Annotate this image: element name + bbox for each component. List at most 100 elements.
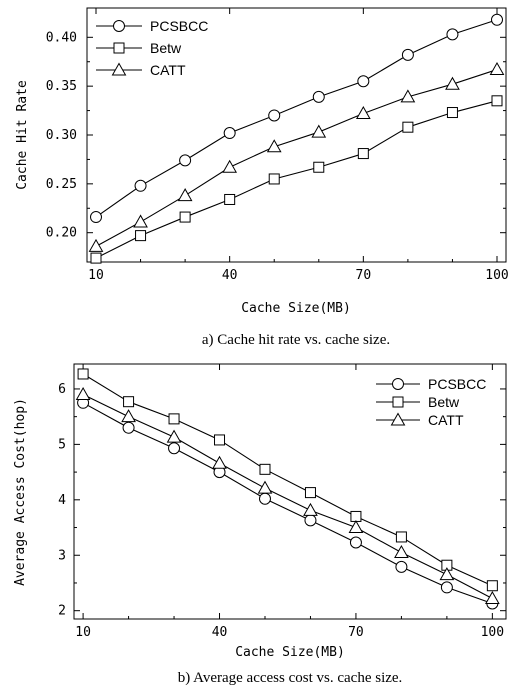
- y-tick-label: 5: [58, 437, 66, 452]
- legend-label-pcsbcc: PCSBCC: [150, 18, 208, 34]
- data-point-catt: [311, 124, 327, 138]
- data-point-pcsbcc: [491, 13, 503, 26]
- legend: PCSBCC Betw CATT: [376, 376, 486, 428]
- caption: a) Cache hit rate vs. cache size.: [202, 332, 390, 348]
- y-tick-label: 6: [58, 382, 66, 397]
- y-tick-label: 4: [58, 493, 66, 508]
- data-point-pcsbcc: [312, 90, 325, 103]
- chart-hit-rate: 0.20 0.25 0.30 0.35 0.40 10 40 70 100 PCSBCC Betw…: [15, 7, 509, 348]
- legend-label-pcsbcc: PCSBCC: [428, 376, 486, 392]
- plot-frame: [73, 363, 507, 620]
- data-point-betw: [446, 107, 458, 119]
- x-tick-label: 40: [212, 625, 228, 640]
- data-point-betw: [350, 510, 362, 522]
- data-point-pcsbcc: [395, 560, 408, 573]
- data-point-catt: [75, 386, 91, 400]
- data-point-betw: [357, 148, 369, 160]
- series-group: [75, 368, 500, 610]
- data-point-pcsbcc: [349, 536, 362, 549]
- data-point-pcsbcc: [440, 581, 453, 594]
- y-axis-label: Average Access Cost(hop): [13, 398, 28, 586]
- y-tick-label: 0.25: [46, 177, 77, 192]
- tick-group: 0.20 0.25 0.30 0.35 0.40 10 40 70 100: [46, 8, 509, 283]
- data-point-catt: [222, 159, 238, 173]
- x-tick-label: 70: [348, 625, 364, 640]
- data-point-catt: [394, 544, 409, 558]
- legend: PCSBCC Betw CATT: [96, 18, 208, 78]
- series-line-betw: [95, 100, 498, 259]
- data-point-pcsbcc: [268, 109, 281, 122]
- data-point-betw: [214, 434, 226, 446]
- data-point-betw: [90, 252, 102, 264]
- legend-marker-catt: [111, 62, 127, 76]
- x-axis-label: Cache Size(MB): [235, 645, 345, 660]
- y-tick-label: 0.20: [46, 226, 77, 241]
- data-point-betw: [395, 531, 407, 543]
- x-tick-label: 10: [75, 625, 91, 640]
- series-group: [88, 13, 505, 264]
- legend-marker-pcsbcc: [392, 378, 404, 390]
- legend-marker-catt: [390, 412, 406, 426]
- x-tick-label: 100: [481, 625, 504, 640]
- data-point-catt: [88, 238, 104, 252]
- caption: b) Average access cost vs. cache size.: [178, 670, 403, 686]
- data-point-pcsbcc: [223, 127, 236, 140]
- legend-label-catt: CATT: [428, 412, 464, 428]
- data-point-betw: [402, 121, 414, 133]
- data-point-pcsbcc: [179, 154, 192, 167]
- y-tick-label: 0.35: [46, 79, 77, 94]
- data-point-catt: [121, 409, 136, 423]
- data-point-catt: [212, 455, 227, 469]
- data-point-betw: [123, 396, 135, 408]
- data-point-betw: [135, 230, 147, 242]
- y-tick-label: 0.40: [46, 30, 77, 45]
- x-axis-label: Cache Size(MB): [241, 301, 351, 316]
- y-tick-label: 2: [58, 604, 66, 619]
- x-tick-label: 70: [356, 268, 372, 283]
- data-point-catt: [489, 62, 505, 76]
- data-point-pcsbcc: [304, 514, 317, 527]
- data-point-betw: [304, 487, 316, 499]
- data-point-catt: [166, 429, 182, 443]
- data-point-pcsbcc: [90, 211, 102, 224]
- data-point-catt: [485, 590, 500, 604]
- data-point-betw: [491, 95, 503, 107]
- data-point-catt: [400, 89, 416, 103]
- data-point-catt: [266, 139, 282, 153]
- data-point-betw: [77, 368, 89, 380]
- data-point-pcsbcc: [122, 421, 135, 434]
- y-tick-label: 0.30: [46, 128, 77, 143]
- legend-marker-betw: [392, 396, 404, 408]
- data-point-pcsbcc: [168, 442, 181, 455]
- chart-access-cost: 2 3 4 5 6 10 40 70 100 PCSBCC Betw CATT Cache Size…: [13, 363, 507, 686]
- y-axis-label: Cache Hit Rate: [15, 80, 30, 190]
- series-line-catt: [82, 393, 493, 599]
- data-point-betw: [224, 193, 236, 205]
- series-line-pcsbcc: [95, 19, 498, 218]
- data-point-betw: [179, 211, 191, 223]
- legend-label-catt: CATT: [150, 62, 186, 78]
- series-line-betw: [82, 373, 493, 587]
- legend-label-betw: Betw: [428, 394, 460, 410]
- x-tick-label: 10: [88, 268, 104, 283]
- data-point-catt: [348, 520, 364, 534]
- data-point-betw: [168, 413, 180, 425]
- data-point-catt: [355, 105, 371, 120]
- x-tick-label: 40: [222, 268, 238, 283]
- x-tick-label: 100: [485, 268, 508, 283]
- data-point-pcsbcc: [401, 48, 414, 61]
- data-point-catt: [177, 188, 193, 202]
- series-line-catt: [95, 69, 498, 247]
- data-point-pcsbcc: [258, 492, 271, 505]
- y-tick-label: 3: [58, 548, 66, 563]
- data-point-catt: [133, 214, 148, 228]
- legend-marker-pcsbcc: [113, 20, 125, 32]
- data-point-catt: [257, 480, 273, 494]
- tick-group: 2 3 4 5 6 10 40 70 100: [58, 364, 506, 640]
- data-point-betw: [313, 161, 325, 173]
- data-point-betw: [259, 463, 271, 475]
- legend-marker-betw: [113, 42, 125, 54]
- data-point-pcsbcc: [446, 28, 459, 41]
- data-point-catt: [439, 567, 455, 581]
